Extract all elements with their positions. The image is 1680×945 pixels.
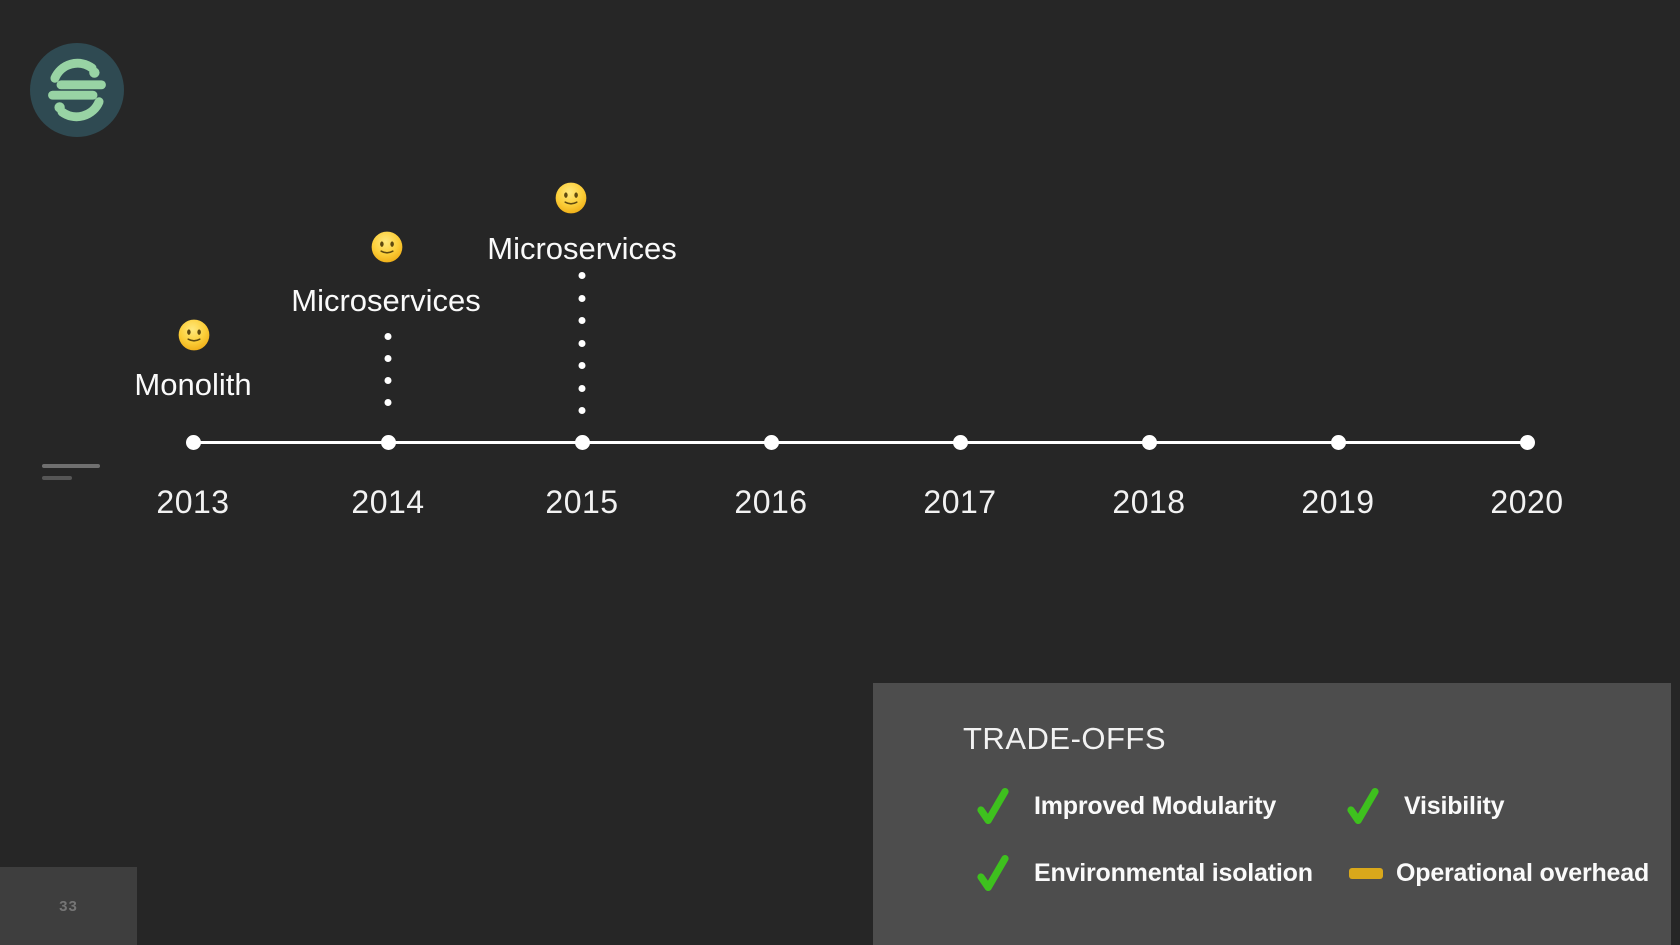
tradeoff-item-environmental-isolation: Environmental isolation — [976, 851, 1313, 895]
check-icon — [976, 851, 1010, 895]
smiley-emoji-2014 — [371, 231, 403, 263]
timeline-dot-2016 — [763, 435, 779, 450]
tradeoff-label: Operational overhead — [1396, 858, 1650, 887]
year-label-2019: 2019 — [1301, 484, 1375, 520]
timeline-axis-line — [193, 441, 1527, 444]
milestone-label-monolith: Monolith — [134, 367, 252, 402]
timeline-dot-2020 — [1519, 435, 1535, 450]
tradeoff-item-improved-modularity: Improved Modularity — [976, 784, 1276, 828]
year-label-2016: 2016 — [734, 484, 808, 520]
tradeoffs-panel — [873, 683, 1671, 945]
tradeoff-label: Environmental isolation — [1034, 858, 1313, 887]
year-label-2018: 2018 — [1112, 484, 1186, 520]
tradeoff-label: Improved Modularity — [1034, 791, 1277, 820]
timeline-dot-2014 — [380, 435, 396, 450]
smiley-emoji-2015 — [555, 182, 587, 214]
smiley-emoji-2013 — [178, 319, 210, 351]
check-icon — [976, 784, 1010, 828]
tradeoffs-title: TRADE-OFFS — [963, 721, 1167, 756]
page-number: 33 — [59, 897, 78, 915]
tradeoff-item-operational-overhead: Operational overhead — [1349, 851, 1649, 895]
dotted-connector-2014 — [384, 333, 392, 406]
milestone-label-microservices-2015: Microservices — [487, 231, 677, 266]
year-label-2020: 2020 — [1490, 484, 1564, 520]
decoration-dash-short — [42, 476, 72, 480]
timeline-dot-2015 — [574, 435, 590, 450]
segment-logo-icon — [30, 43, 124, 137]
milestone-label-microservices-2014: Microservices — [291, 283, 481, 318]
year-label-2013: 2013 — [156, 484, 230, 520]
timeline-dot-2013 — [185, 435, 201, 450]
decoration-dash-long — [42, 464, 100, 468]
timeline-dot-2019 — [1330, 435, 1346, 450]
dotted-connector-2015 — [578, 272, 586, 414]
timeline-dot-2017 — [952, 435, 968, 450]
year-label-2014: 2014 — [351, 484, 425, 520]
check-icon — [1346, 784, 1380, 828]
year-label-2015: 2015 — [545, 484, 619, 520]
timeline-dot-2018 — [1141, 435, 1157, 450]
year-label-2017: 2017 — [923, 484, 997, 520]
tradeoff-label: Visibility — [1404, 791, 1505, 820]
tradeoff-item-visibility: Visibility — [1346, 784, 1505, 828]
dash-icon — [1349, 851, 1383, 895]
page-number-panel: 33 — [0, 867, 137, 945]
